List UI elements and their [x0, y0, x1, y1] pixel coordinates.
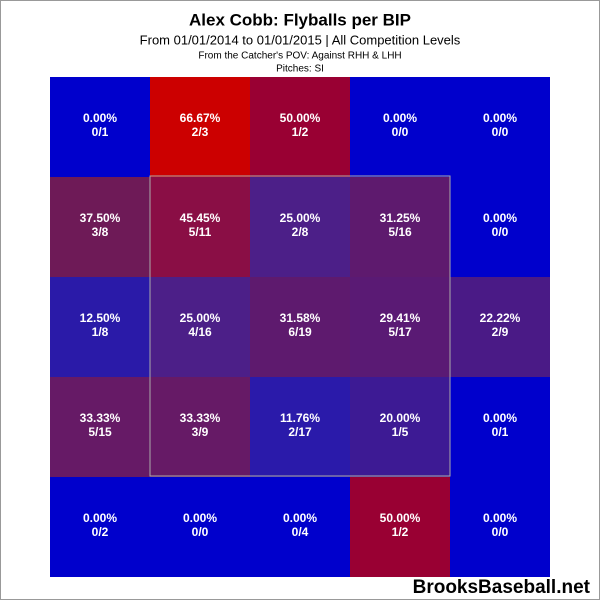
cell-value-label: 11.76%: [280, 411, 320, 425]
cell-count-label: 0/1: [492, 425, 509, 439]
heat-cell: [250, 477, 350, 577]
cell-count-label: 2/17: [288, 425, 312, 439]
cell-count-label: 5/15: [88, 425, 112, 439]
cell-count-label: 5/11: [189, 225, 212, 239]
cell-value-label: 33.33%: [80, 411, 121, 425]
cell-count-label: 4/16: [188, 325, 212, 339]
cell-value-label: 31.58%: [280, 311, 321, 325]
chart-subtitle: From 01/01/2014 to 01/01/2015 | All Comp…: [140, 32, 461, 47]
cell-value-label: 0.00%: [483, 411, 517, 425]
cell-count-label: 0/1: [92, 125, 109, 139]
heat-cell: [50, 477, 150, 577]
cell-count-label: 0/0: [392, 125, 409, 139]
heat-cell: [150, 77, 250, 177]
heat-cell: [150, 377, 250, 477]
cell-count-label: 6/19: [288, 325, 312, 339]
heat-cell: [350, 277, 450, 377]
cell-count-label: 0/4: [292, 525, 309, 539]
cell-value-label: 31.25%: [380, 211, 421, 225]
heat-cell: [50, 377, 150, 477]
cell-value-label: 33.33%: [180, 411, 221, 425]
cell-count-label: 5/17: [388, 325, 412, 339]
cell-count-label: 1/5: [392, 425, 409, 439]
cell-value-label: 0.00%: [383, 111, 417, 125]
chart-note: From the Catcher's POV: Against RHH & LH…: [198, 51, 401, 62]
cell-count-label: 2/8: [292, 225, 309, 239]
heat-cell: [150, 477, 250, 577]
cell-value-label: 0.00%: [183, 511, 217, 525]
cell-value-label: 0.00%: [483, 211, 517, 225]
cells: 0.00%0/166.67%2/350.00%1/20.00%0/00.00%0…: [50, 77, 550, 577]
cell-count-label: 2/9: [492, 325, 509, 339]
cell-count-label: 1/2: [392, 525, 409, 539]
cell-count-label: 0/0: [492, 125, 509, 139]
heat-cell: [450, 177, 550, 277]
cell-value-label: 22.22%: [480, 311, 521, 325]
heat-cell: [250, 77, 350, 177]
heat-cell: [50, 77, 150, 177]
heat-cell: [350, 477, 450, 577]
heat-cell: [450, 77, 550, 177]
cell-value-label: 50.00%: [280, 111, 321, 125]
cell-count-label: 2/3: [192, 125, 209, 139]
heat-cell: [250, 277, 350, 377]
cell-count-label: 1/2: [292, 125, 309, 139]
strike-zone: [149, 175, 451, 477]
cell-value-label: 0.00%: [83, 111, 117, 125]
heat-cell: [250, 177, 350, 277]
heat-cell: [50, 277, 150, 377]
cell-value-label: 0.00%: [483, 511, 517, 525]
cell-value-label: 20.00%: [380, 411, 421, 425]
cell-count-label: 0/0: [492, 525, 509, 539]
cell-value-label: 0.00%: [483, 111, 517, 125]
cell-value-label: 0.00%: [283, 511, 317, 525]
heat-cell: [450, 277, 550, 377]
heat-cell: [250, 377, 350, 477]
pitches-label: Pitches: SI: [276, 64, 324, 75]
heat-cell: [150, 177, 250, 277]
chart-title: Alex Cobb: Flyballs per BIP: [189, 10, 411, 29]
cell-value-label: 12.50%: [80, 311, 121, 325]
cell-value-label: 25.00%: [280, 211, 321, 225]
cell-count-label: 5/16: [388, 225, 412, 239]
watermark: BrooksBaseball.net: [413, 577, 591, 598]
heat-cell: [350, 377, 450, 477]
cell-count-label: 0/2: [92, 525, 109, 539]
heat-cell: [50, 177, 150, 277]
cell-count-label: 1/8: [92, 325, 109, 339]
heat-cell: [350, 177, 450, 277]
cell-value-label: 0.00%: [83, 511, 117, 525]
heat-cell: [450, 477, 550, 577]
heat-cell: [450, 377, 550, 477]
cell-count-label: 3/9: [192, 425, 209, 439]
cell-value-label: 29.41%: [380, 311, 421, 325]
cell-value-label: 66.67%: [180, 111, 221, 125]
heat-cell: [150, 277, 250, 377]
cell-count-label: 0/0: [192, 525, 209, 539]
cell-value-label: 25.00%: [180, 311, 221, 325]
cell-count-label: 3/8: [92, 225, 109, 239]
cell-count-label: 0/0: [492, 225, 509, 239]
cell-value-label: 45.45%: [180, 211, 221, 225]
cell-value-label: 37.50%: [80, 211, 121, 225]
cell-value-label: 50.00%: [380, 511, 421, 525]
heat-cell: [350, 77, 450, 177]
